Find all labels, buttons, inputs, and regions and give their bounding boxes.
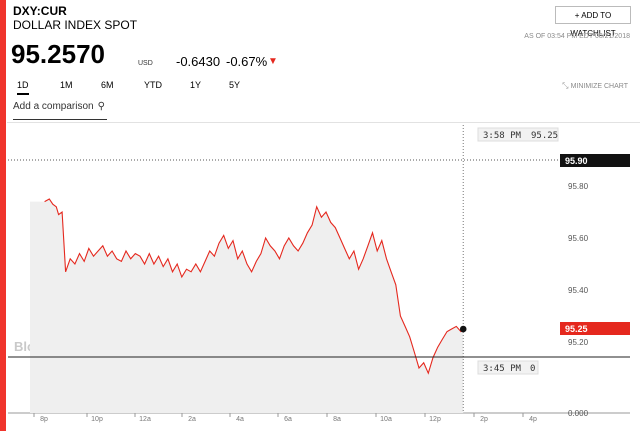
- ref-label-95-90: 95.90: [565, 156, 588, 166]
- price-line: [44, 198, 464, 375]
- x-tick-label: 10p: [91, 416, 103, 423]
- last-price: 95.2570: [11, 39, 105, 69]
- tab-1m[interactable]: 1M: [60, 80, 73, 90]
- x-tick-label: 10a: [380, 416, 392, 423]
- y-tick-label: 95.40: [568, 286, 589, 295]
- crosshair-top-bg: [477, 127, 559, 142]
- tab-1y[interactable]: 1Y: [190, 80, 202, 90]
- minimize-icon: ⤡: [562, 81, 569, 90]
- price-change: -0.6430: [176, 54, 221, 69]
- y-tick-label: 95.60: [568, 234, 589, 243]
- y-tick-label: 95.20: [568, 338, 589, 347]
- currency-label: USD: [138, 60, 153, 67]
- x-tick-label: 12a: [139, 416, 151, 423]
- crosshair-bottom-value: 0: [530, 364, 535, 374]
- down-arrow-icon: ▼: [268, 56, 278, 67]
- x-tick-label: 6a: [284, 416, 292, 423]
- ticker-symbol: DXY:CUR: [13, 4, 67, 18]
- as-of-timestamp: AS OF 03:54 PM EDT 08/21/2018: [524, 33, 630, 40]
- ref-label-95-90-bg: [560, 154, 630, 167]
- price-area: [30, 199, 464, 413]
- add-to-watchlist-button[interactable]: + ADD TO WATCHLIST: [555, 6, 631, 38]
- crosshair-time-label: 3:58 PM: [483, 131, 522, 141]
- current-value-label: 95.25: [565, 324, 588, 334]
- x-tick-label: 2p: [480, 416, 488, 423]
- x-tick-label: 8p: [40, 416, 48, 423]
- instrument-name: DOLLAR INDEX SPOT: [13, 18, 138, 32]
- accent-bar: [0, 0, 6, 431]
- x-tick-label: 12p: [429, 416, 441, 423]
- current-value-bg: [560, 322, 630, 335]
- tab-ytd[interactable]: YTD: [144, 80, 162, 90]
- price-change-percent: -0.67%: [226, 54, 268, 69]
- minimize-chart-button[interactable]: ⤡ MINIMIZE CHART: [562, 81, 628, 91]
- y-tick-label: 95.80: [568, 182, 589, 191]
- header-divider: [7, 122, 640, 123]
- search-icon: ⚲: [97, 101, 105, 112]
- comparison-input[interactable]: Add a comparison ⚲: [13, 99, 107, 120]
- x-tick-label: 4a: [236, 416, 244, 423]
- crosshair-bottom-bg: [477, 360, 539, 375]
- crosshair-value-label: 95.25: [531, 131, 558, 141]
- y-tick-label: 0.000: [568, 409, 589, 418]
- current-value-dot: [459, 325, 467, 333]
- tab-1d[interactable]: 1D: [17, 80, 29, 95]
- tab-5y[interactable]: 5Y: [229, 80, 241, 90]
- x-tick-label: 2a: [188, 416, 196, 423]
- comparison-placeholder: Add a comparison: [13, 101, 94, 112]
- x-tick-label: 8a: [333, 416, 341, 423]
- x-tick-label: 4p: [529, 416, 537, 423]
- crosshair-bottom-time: 3:45 PM: [483, 364, 522, 374]
- tab-6m[interactable]: 6M: [101, 80, 114, 90]
- minimize-label: MINIMIZE CHART: [570, 83, 628, 90]
